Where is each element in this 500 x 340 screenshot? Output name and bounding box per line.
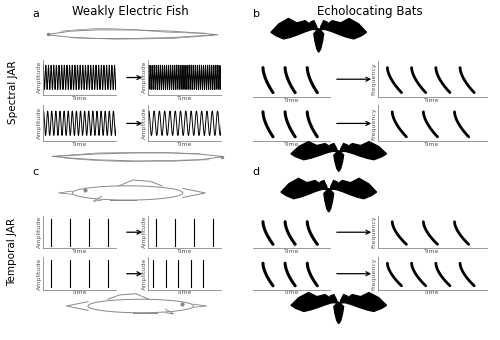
Y-axis label: Amplitude: Amplitude — [37, 257, 42, 290]
Y-axis label: Amplitude: Amplitude — [37, 61, 42, 94]
Polygon shape — [88, 299, 194, 313]
Text: d: d — [252, 167, 260, 177]
X-axis label: Time: Time — [284, 249, 299, 254]
Y-axis label: Amplitude: Amplitude — [142, 107, 147, 139]
Text: Echolocating Bats: Echolocating Bats — [317, 5, 423, 18]
Text: Weakly Electric Fish: Weakly Electric Fish — [72, 5, 188, 18]
Polygon shape — [330, 294, 337, 303]
Y-axis label: Frequency: Frequency — [372, 257, 377, 290]
Polygon shape — [340, 143, 347, 151]
X-axis label: Time: Time — [177, 96, 192, 101]
X-axis label: Time: Time — [284, 142, 299, 147]
Y-axis label: Frequency: Frequency — [372, 63, 377, 95]
X-axis label: Time: Time — [284, 290, 299, 295]
Polygon shape — [330, 181, 338, 189]
Polygon shape — [320, 21, 328, 30]
X-axis label: Time: Time — [72, 96, 87, 101]
Polygon shape — [324, 189, 334, 212]
Y-axis label: Amplitude: Amplitude — [142, 216, 147, 248]
X-axis label: Time: Time — [284, 98, 299, 103]
Polygon shape — [310, 21, 317, 30]
Y-axis label: Amplitude: Amplitude — [37, 107, 42, 139]
X-axis label: Time: Time — [177, 142, 192, 147]
X-axis label: Time: Time — [177, 290, 192, 295]
Y-axis label: Amplitude: Amplitude — [142, 257, 147, 290]
Y-axis label: Frequency: Frequency — [372, 216, 377, 248]
Y-axis label: Amplitude: Amplitude — [142, 61, 147, 94]
Polygon shape — [291, 142, 386, 160]
Y-axis label: Frequency: Frequency — [372, 107, 377, 139]
Polygon shape — [72, 186, 183, 200]
Text: Spectral JAR: Spectral JAR — [8, 60, 18, 124]
X-axis label: Time: Time — [177, 249, 192, 254]
Polygon shape — [330, 143, 337, 151]
Polygon shape — [320, 181, 327, 189]
Text: c: c — [32, 167, 38, 177]
Polygon shape — [52, 153, 222, 161]
Polygon shape — [340, 294, 347, 303]
Polygon shape — [271, 18, 366, 39]
Text: b: b — [252, 9, 260, 19]
X-axis label: Time: Time — [72, 290, 87, 295]
X-axis label: Time: Time — [424, 98, 440, 103]
X-axis label: Time: Time — [424, 249, 440, 254]
Polygon shape — [291, 292, 386, 311]
Text: Temporal JAR: Temporal JAR — [8, 218, 18, 286]
Polygon shape — [334, 303, 344, 324]
Polygon shape — [48, 30, 218, 38]
Text: a: a — [32, 9, 40, 19]
X-axis label: Time: Time — [72, 142, 87, 147]
Polygon shape — [314, 30, 324, 52]
Y-axis label: Amplitude: Amplitude — [37, 216, 42, 248]
X-axis label: Time: Time — [424, 142, 440, 147]
Polygon shape — [281, 178, 376, 199]
X-axis label: Time: Time — [72, 249, 87, 254]
X-axis label: Time: Time — [424, 290, 440, 295]
Polygon shape — [334, 151, 344, 171]
